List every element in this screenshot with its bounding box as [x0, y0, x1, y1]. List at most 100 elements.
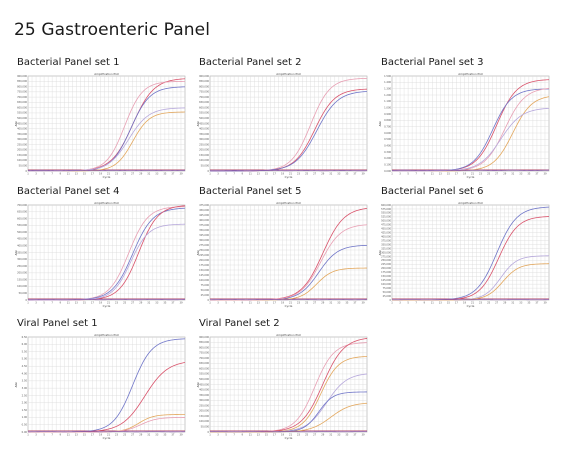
- x-tick-label: 15: [83, 302, 87, 305]
- x-tick-label: 27: [131, 173, 135, 176]
- x-tick-label: 23: [479, 173, 483, 176]
- x-tick-label: 5: [225, 302, 227, 305]
- x-tick-label: 11: [431, 173, 435, 176]
- x-tick-label: 7: [51, 302, 53, 305]
- x-tick-label: 31: [147, 434, 151, 437]
- y-axis-label: ΔRn: [14, 120, 18, 126]
- y-tick-label: 175,000: [199, 264, 209, 267]
- y-tick-label: 150,000: [199, 154, 209, 157]
- y-tick-label: 400,000: [17, 245, 27, 248]
- y-tick-label: 900,000: [17, 75, 27, 78]
- x-tick-label: 31: [147, 173, 151, 176]
- x-axis-label: Cycle: [467, 175, 475, 179]
- x-tick-label: 1: [27, 302, 29, 305]
- y-tick-label: 2.00: [22, 402, 28, 405]
- x-tick-label: 23: [479, 302, 483, 305]
- x-tick-label: 25: [305, 434, 309, 437]
- plot-title: Amplification Plot: [458, 201, 483, 205]
- y-tick-label: 250,000: [199, 143, 209, 146]
- x-tick-label: 29: [321, 173, 325, 176]
- y-tick-label: 0.700: [384, 125, 391, 128]
- x-tick-label: 17: [273, 302, 277, 305]
- chart-panel: Bacterial Panel set 6 Amplification Plot…: [378, 186, 554, 308]
- y-tick-label: 900,000: [199, 336, 209, 339]
- y-tick-label: 4.00: [22, 372, 28, 375]
- chart-panel: Bacterial Panel set 4 Amplification Plot…: [14, 186, 190, 308]
- x-tick-label: 17: [91, 173, 95, 176]
- x-tick-label: 9: [423, 173, 425, 176]
- y-tick-label: 450,000: [381, 228, 391, 231]
- y-tick-label: 650,000: [17, 211, 27, 214]
- x-tick-label: 13: [257, 434, 261, 437]
- x-tick-label: 33: [519, 173, 523, 176]
- y-tick-label: 700,000: [17, 204, 27, 207]
- y-tick-label: 1.50: [22, 409, 28, 412]
- y-tick-label: 100,000: [199, 159, 209, 162]
- y-tick-label: 1.400: [384, 81, 391, 84]
- y-tick-label: 0.100: [384, 163, 391, 166]
- y-tick-label: 5.50: [22, 350, 28, 353]
- x-tick-label: 15: [83, 173, 87, 176]
- x-tick-label: 31: [147, 302, 151, 305]
- y-tick-label: 150,000: [17, 278, 27, 281]
- plot-title: Amplification Plot: [276, 333, 301, 337]
- y-tick-label: 0.900: [384, 113, 391, 116]
- y-axis-label: ΔRn: [196, 120, 200, 126]
- x-tick-label: 11: [431, 302, 435, 305]
- y-tick-label: 200,000: [17, 149, 27, 152]
- y-tick-label: 500,000: [381, 220, 391, 223]
- panel-title: Viral Panel set 1: [17, 318, 98, 329]
- y-tick-label: 550,000: [381, 212, 391, 215]
- x-tick-label: 27: [313, 173, 317, 176]
- y-axis-label: ΔRn: [196, 381, 200, 387]
- y-tick-label: 175,000: [381, 271, 391, 274]
- y-tick-label: 550,000: [199, 112, 209, 115]
- x-tick-label: 7: [51, 434, 53, 437]
- panel-title: Bacterial Panel set 1: [17, 57, 120, 68]
- x-tick-label: 15: [265, 434, 269, 437]
- y-tick-label: 0.00: [22, 431, 28, 434]
- series-line: [28, 223, 186, 301]
- y-tick-label: 325,000: [199, 234, 209, 237]
- x-tick-label: 37: [353, 434, 357, 437]
- x-tick-label: 33: [337, 302, 341, 305]
- x-tick-label: 35: [163, 302, 167, 305]
- y-tick-label: 150,000: [199, 415, 209, 418]
- y-tick-label: 250,000: [17, 265, 27, 268]
- x-axis-label: Cycle: [103, 436, 111, 440]
- chart-panel: Viral Panel set 2 Amplification Plot 0 50,…: [196, 318, 372, 440]
- x-tick-label: 23: [297, 434, 301, 437]
- x-tick-label: 19: [463, 302, 467, 305]
- x-tick-label: 39: [179, 434, 183, 437]
- x-tick-label: 1: [27, 434, 29, 437]
- y-tick-label: 6.00: [22, 343, 28, 346]
- x-tick-label: 9: [241, 302, 243, 305]
- x-tick-label: 3: [35, 173, 37, 176]
- x-tick-label: 29: [139, 173, 143, 176]
- y-tick-label: 100,000: [381, 283, 391, 286]
- plot-title: Amplification Plot: [94, 72, 119, 76]
- y-tick-label: 350,000: [199, 133, 209, 136]
- chart-panel: Bacterial Panel set 2 Amplification Plot…: [196, 57, 372, 179]
- x-tick-label: 37: [353, 302, 357, 305]
- y-tick-label: 250,000: [381, 259, 391, 262]
- x-tick-label: 35: [163, 173, 167, 176]
- x-tick-label: 19: [99, 173, 103, 176]
- x-tick-label: 5: [407, 302, 409, 305]
- y-tick-label: 25,000: [383, 295, 392, 298]
- x-tick-label: 25: [305, 173, 309, 176]
- x-tick-label: 29: [321, 302, 325, 305]
- x-tick-label: 29: [139, 302, 143, 305]
- y-tick-label: 750,000: [199, 91, 209, 94]
- y-tick-label: 700,000: [199, 357, 209, 360]
- y-axis-label: ΔRn: [378, 120, 382, 126]
- x-tick-label: 39: [361, 173, 365, 176]
- y-tick-label: 75,000: [383, 287, 392, 290]
- plot-title: Amplification Plot: [276, 72, 301, 76]
- amplification-plot: Amplification Plot 0 50,000 100,000 150,000 2…: [196, 333, 368, 440]
- x-tick-label: 13: [439, 173, 443, 176]
- y-tick-label: 425,000: [381, 232, 391, 235]
- x-tick-label: 21: [289, 302, 293, 305]
- y-tick-label: 25,000: [201, 294, 210, 297]
- y-tick-label: 650,000: [17, 101, 27, 104]
